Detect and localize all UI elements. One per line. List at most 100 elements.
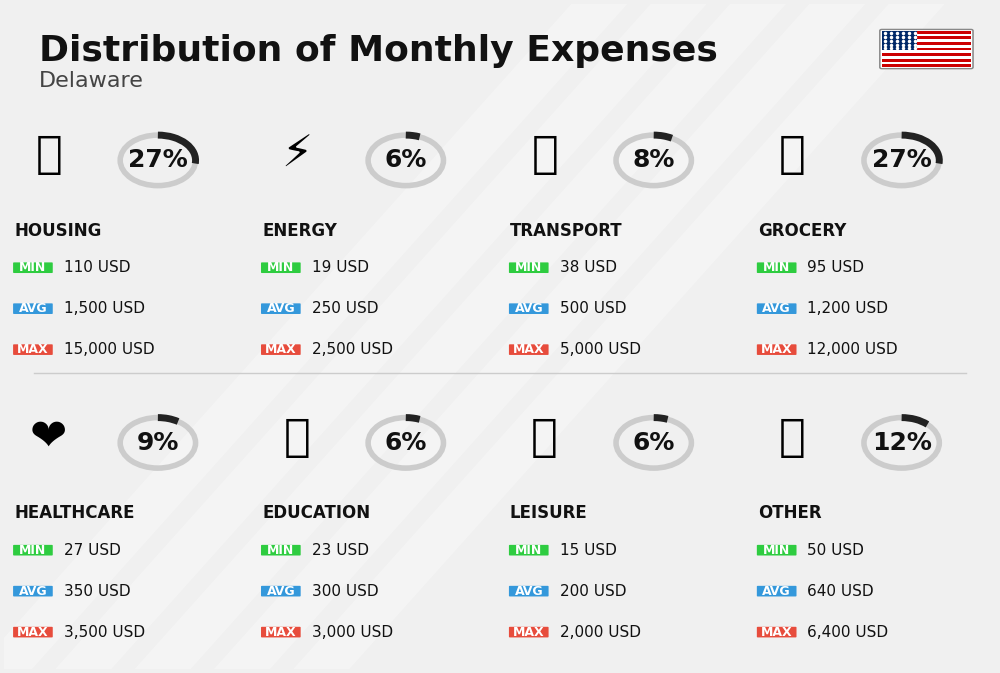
FancyBboxPatch shape	[509, 304, 549, 314]
Text: MIN: MIN	[515, 261, 542, 274]
Text: HEALTHCARE: HEALTHCARE	[14, 505, 135, 522]
Text: 27 USD: 27 USD	[64, 542, 121, 558]
Text: 8%: 8%	[633, 148, 675, 172]
Text: 50 USD: 50 USD	[807, 542, 864, 558]
Bar	[882, 56, 971, 59]
FancyBboxPatch shape	[261, 627, 301, 637]
Text: MAX: MAX	[265, 626, 297, 639]
Text: 15 USD: 15 USD	[560, 542, 616, 558]
Text: 250 USD: 250 USD	[312, 301, 378, 316]
FancyBboxPatch shape	[509, 545, 549, 555]
Text: MAX: MAX	[761, 626, 792, 639]
Text: AVG: AVG	[267, 302, 295, 315]
Text: 6%: 6%	[385, 148, 427, 172]
FancyBboxPatch shape	[757, 262, 797, 273]
FancyBboxPatch shape	[13, 627, 53, 637]
FancyBboxPatch shape	[261, 262, 301, 273]
Text: MIN: MIN	[267, 544, 294, 557]
Text: ENERGY: ENERGY	[262, 222, 337, 240]
Text: AVG: AVG	[762, 585, 791, 598]
Bar	[882, 65, 971, 67]
Text: 1,500 USD: 1,500 USD	[64, 301, 145, 316]
Text: ⚡: ⚡	[281, 133, 312, 176]
Text: MIN: MIN	[19, 544, 47, 557]
Text: AVG: AVG	[19, 585, 47, 598]
Bar	[882, 31, 917, 50]
Bar	[882, 62, 971, 65]
Text: 38 USD: 38 USD	[560, 260, 616, 275]
Text: OTHER: OTHER	[758, 505, 821, 522]
FancyBboxPatch shape	[261, 545, 301, 555]
Text: MAX: MAX	[265, 343, 297, 356]
Text: Distribution of Monthly Expenses: Distribution of Monthly Expenses	[39, 34, 718, 68]
Text: LEISURE: LEISURE	[510, 505, 588, 522]
FancyBboxPatch shape	[509, 627, 549, 637]
Text: AVG: AVG	[514, 302, 543, 315]
Text: MIN: MIN	[763, 261, 790, 274]
Text: MAX: MAX	[513, 343, 545, 356]
Text: 2,500 USD: 2,500 USD	[312, 342, 393, 357]
FancyBboxPatch shape	[13, 345, 53, 355]
Bar	[882, 42, 971, 45]
Text: HOUSING: HOUSING	[14, 222, 101, 240]
Text: AVG: AVG	[514, 585, 543, 598]
Text: 12,000 USD: 12,000 USD	[807, 342, 898, 357]
FancyBboxPatch shape	[757, 304, 797, 314]
Text: 🚌: 🚌	[531, 133, 558, 176]
Text: MIN: MIN	[19, 261, 47, 274]
FancyBboxPatch shape	[509, 586, 549, 596]
Bar	[882, 50, 971, 53]
Text: 6%: 6%	[385, 431, 427, 455]
Text: 6%: 6%	[633, 431, 675, 455]
Bar	[882, 34, 971, 36]
FancyBboxPatch shape	[757, 627, 797, 637]
Text: 🛒: 🛒	[779, 133, 806, 176]
Text: 640 USD: 640 USD	[807, 583, 874, 599]
Text: 1,200 USD: 1,200 USD	[807, 301, 888, 316]
Text: ❤️: ❤️	[30, 416, 67, 459]
FancyBboxPatch shape	[509, 345, 549, 355]
Text: 19 USD: 19 USD	[312, 260, 369, 275]
Text: 27%: 27%	[872, 148, 932, 172]
Text: 3,000 USD: 3,000 USD	[312, 625, 393, 639]
Text: 6,400 USD: 6,400 USD	[807, 625, 889, 639]
FancyBboxPatch shape	[757, 586, 797, 596]
Text: GROCERY: GROCERY	[758, 222, 846, 240]
Text: MIN: MIN	[763, 544, 790, 557]
Text: AVG: AVG	[762, 302, 791, 315]
FancyBboxPatch shape	[13, 586, 53, 596]
Bar	[882, 36, 971, 39]
Text: 2,000 USD: 2,000 USD	[560, 625, 640, 639]
Text: 3,500 USD: 3,500 USD	[64, 625, 145, 639]
Text: 500 USD: 500 USD	[560, 301, 626, 316]
Bar	[882, 31, 971, 34]
FancyBboxPatch shape	[261, 586, 301, 596]
FancyBboxPatch shape	[880, 30, 973, 69]
Bar	[882, 59, 971, 62]
Bar	[882, 39, 971, 42]
FancyBboxPatch shape	[13, 545, 53, 555]
Bar	[882, 45, 971, 48]
Text: MIN: MIN	[267, 261, 294, 274]
Text: MAX: MAX	[513, 626, 545, 639]
Text: 110 USD: 110 USD	[64, 260, 130, 275]
Text: 27%: 27%	[128, 148, 188, 172]
FancyBboxPatch shape	[757, 545, 797, 555]
FancyBboxPatch shape	[13, 304, 53, 314]
Text: 15,000 USD: 15,000 USD	[64, 342, 154, 357]
FancyBboxPatch shape	[757, 345, 797, 355]
Text: MIN: MIN	[515, 544, 542, 557]
Text: AVG: AVG	[19, 302, 47, 315]
Text: AVG: AVG	[267, 585, 295, 598]
Text: 🎓: 🎓	[283, 416, 310, 459]
Text: 200 USD: 200 USD	[560, 583, 626, 599]
Text: 🏢: 🏢	[35, 133, 62, 176]
Text: 23 USD: 23 USD	[312, 542, 369, 558]
FancyBboxPatch shape	[509, 262, 549, 273]
Text: Delaware: Delaware	[39, 71, 144, 91]
Text: MAX: MAX	[17, 626, 49, 639]
Text: MAX: MAX	[17, 343, 49, 356]
Bar	[882, 53, 971, 56]
Text: 9%: 9%	[137, 431, 179, 455]
Text: 12%: 12%	[872, 431, 932, 455]
